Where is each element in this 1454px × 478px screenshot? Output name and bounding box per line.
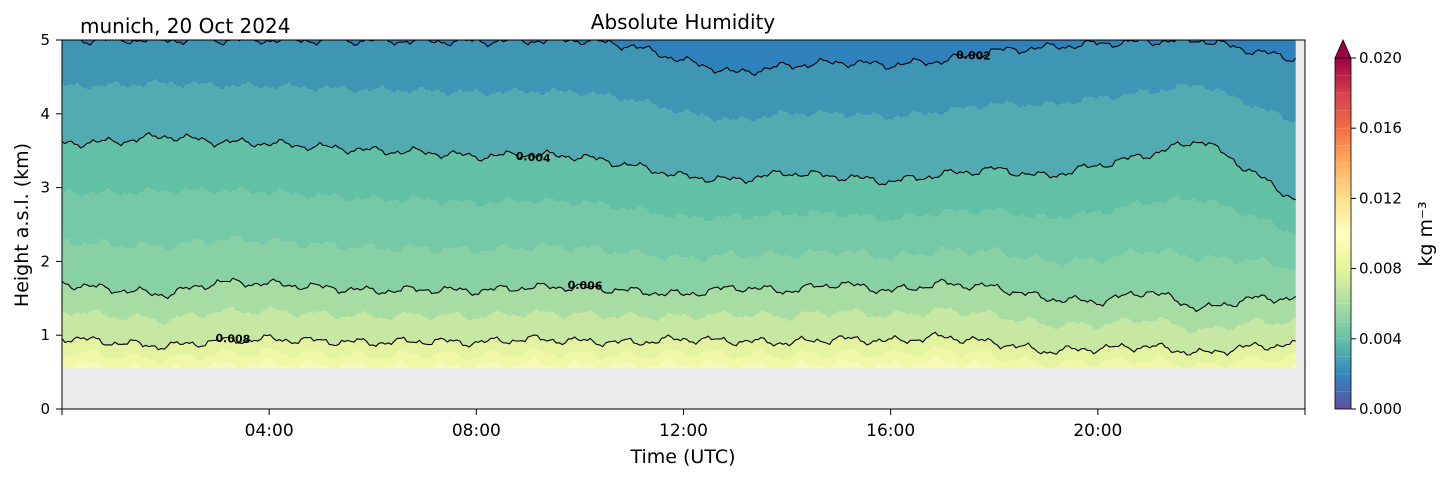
humidity-band bbox=[62, 235, 1296, 312]
contour-line-0.008 bbox=[62, 331, 1296, 357]
humidity-band bbox=[62, 78, 1296, 200]
colorbar-label: kg m⁻³ bbox=[1415, 201, 1437, 266]
y-tick-label: 5 bbox=[40, 31, 50, 49]
colorbar-tick-label: 0.020 bbox=[1359, 49, 1402, 67]
x-tick-label: 08:00 bbox=[452, 421, 501, 441]
contour-label: 0.008 bbox=[215, 332, 250, 346]
x-tick-label: 04:00 bbox=[245, 421, 294, 441]
y-axis: 0 1 2 3 4 5 bbox=[40, 31, 62, 418]
x-tick-label: 12:00 bbox=[659, 421, 708, 441]
contour-label: 0.004 bbox=[515, 150, 551, 165]
humidity-band bbox=[62, 186, 1296, 272]
x-tick-label: 16:00 bbox=[866, 421, 915, 441]
y-tick-label: 2 bbox=[40, 252, 50, 270]
location-date-label: munich, 20 Oct 2024 bbox=[80, 14, 290, 38]
contour-line-0.002 bbox=[67, 40, 1297, 76]
humidity-band bbox=[62, 332, 1296, 369]
humidity-band bbox=[62, 346, 1296, 369]
colorbar-tick-label: 0.004 bbox=[1359, 330, 1402, 348]
contour-line-0.004 bbox=[62, 132, 1296, 201]
humidity-band bbox=[62, 40, 1296, 123]
y-tick-label: 3 bbox=[40, 179, 50, 197]
colorbar-extend-arrow bbox=[1334, 39, 1352, 59]
colorbar-tick-label: 0.000 bbox=[1359, 400, 1402, 418]
humidity-band bbox=[62, 306, 1296, 356]
humidity-band bbox=[62, 278, 1296, 333]
humidity-band bbox=[62, 355, 1298, 369]
contour-label: 0.006 bbox=[567, 279, 603, 293]
humidity-field bbox=[62, 40, 1298, 369]
contour-label: 0.002 bbox=[956, 49, 991, 63]
colorbar-tick-label: 0.012 bbox=[1359, 189, 1402, 207]
x-axis: 04:00 08:00 12:00 16:00 20:00 bbox=[61, 409, 1306, 441]
colorbar-frame bbox=[1334, 57, 1352, 410]
plot-area: 0.002 0.004 0.006 0.008 bbox=[61, 39, 1306, 410]
contour-line-0.006 bbox=[62, 277, 1297, 313]
x-tick-label: 20:00 bbox=[1073, 421, 1122, 441]
chart-title: Absolute Humidity bbox=[591, 10, 776, 34]
x-axis-label: Time (UTC) bbox=[629, 446, 735, 468]
y-axis-label: Height a.s.l. (km) bbox=[11, 143, 33, 307]
colorbar: 0.000 0.004 0.008 0.012 0.016 0.020 kg m⁻³ bbox=[1334, 39, 1437, 418]
colorbar-tick-label: 0.008 bbox=[1359, 260, 1402, 278]
colorbar-ticks: 0.000 0.004 0.008 0.012 0.016 0.020 bbox=[1335, 49, 1402, 418]
humidity-band bbox=[62, 132, 1296, 236]
y-tick-label: 0 bbox=[40, 400, 50, 418]
y-tick-label: 4 bbox=[40, 105, 50, 123]
colorbar-body bbox=[1335, 58, 1351, 409]
y-tick-label: 1 bbox=[40, 326, 50, 344]
contour-lines: 0.002 0.004 0.006 0.008 bbox=[62, 40, 1297, 357]
colorbar-tick-label: 0.016 bbox=[1359, 119, 1402, 137]
